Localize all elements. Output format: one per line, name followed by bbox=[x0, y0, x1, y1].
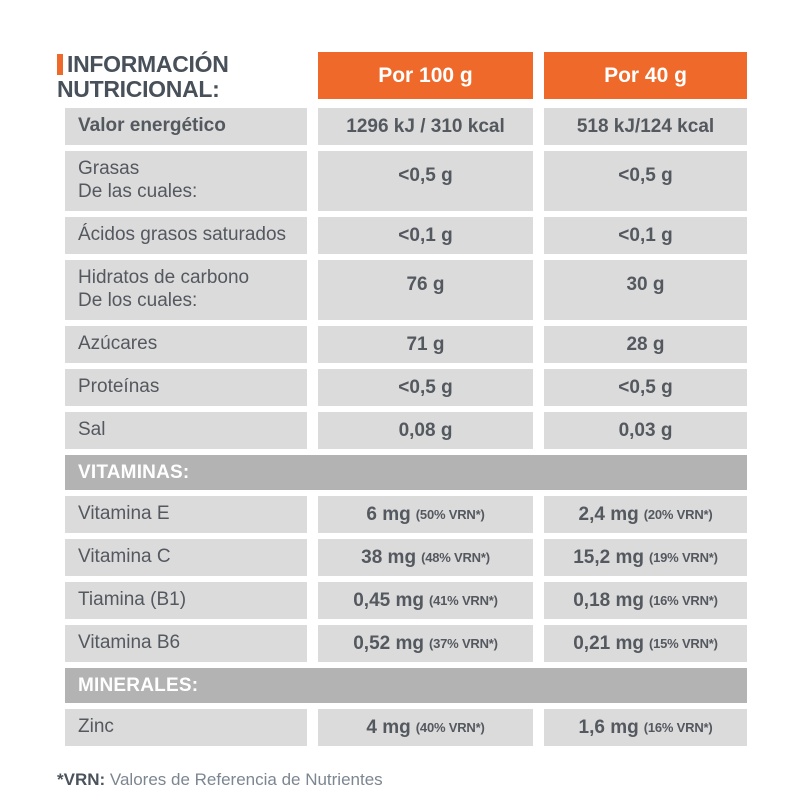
accent-bar bbox=[57, 54, 63, 75]
value-per-100g: 71 g bbox=[318, 326, 533, 363]
header-row: INFORMACIÓN NUTRICIONAL: Por 100 g Por 4… bbox=[57, 52, 747, 102]
section-header-vitaminas: VITAMINAS: bbox=[65, 455, 747, 490]
footnote-term: *VRN: bbox=[57, 770, 106, 789]
table-row: Proteínas <0,5 g <0,5 g bbox=[65, 369, 747, 406]
value-per-100g: 4 mg (40% VRN*) bbox=[318, 709, 533, 746]
value-per-40g: 28 g bbox=[544, 326, 747, 363]
table-row: Grasas De las cuales: <0,5 g <0,5 g bbox=[65, 151, 747, 211]
row-label: Grasas De las cuales: bbox=[65, 151, 307, 211]
table-row: Azúcares 71 g 28 g bbox=[65, 326, 747, 363]
table-row: Valor energético 1296 kJ / 310 kcal 518 … bbox=[65, 108, 747, 145]
value-per-100g: 0,52 mg (37% VRN*) bbox=[318, 625, 533, 662]
table-row: Vitamina E 6 mg (50% VRN*) 2,4 mg (20% VRN… bbox=[65, 496, 747, 533]
footnote-text: Valores de Referencia de Nutrientes bbox=[105, 770, 383, 789]
section-header-minerales: MINERALES: bbox=[65, 668, 747, 703]
table-row: Zinc 4 mg (40% VRN*) 1,6 mg (16% VRN*) bbox=[65, 709, 747, 746]
value-per-100g: <0,5 g bbox=[318, 369, 533, 406]
row-label: Proteínas bbox=[65, 369, 307, 406]
value-per-100g: 0,08 g bbox=[318, 412, 533, 449]
value-per-100g: <0,5 g bbox=[318, 151, 533, 211]
row-label: Vitamina C bbox=[65, 539, 307, 576]
value-per-100g: 38 mg (48% VRN*) bbox=[318, 539, 533, 576]
value-per-40g: 30 g bbox=[544, 260, 747, 320]
row-label: Hidratos de carbono De los cuales: bbox=[65, 260, 307, 320]
table-row: Ácidos grasos saturados <0,1 g <0,1 g bbox=[65, 217, 747, 254]
value-per-40g: 2,4 mg (20% VRN*) bbox=[544, 496, 747, 533]
row-label: Valor energético bbox=[65, 108, 307, 145]
value-per-40g: 1,6 mg (16% VRN*) bbox=[544, 709, 747, 746]
section-title: VITAMINAS: bbox=[65, 455, 747, 490]
row-label: Zinc bbox=[65, 709, 307, 746]
value-per-100g: <0,1 g bbox=[318, 217, 533, 254]
value-per-100g: 1296 kJ / 310 kcal bbox=[318, 108, 533, 145]
value-per-100g: 6 mg (50% VRN*) bbox=[318, 496, 533, 533]
table-row: Vitamina C 38 mg (48% VRN*) 15,2 mg (19% V… bbox=[65, 539, 747, 576]
value-per-40g: 0,18 mg (16% VRN*) bbox=[544, 582, 747, 619]
title-line1: INFORMACIÓN bbox=[67, 51, 229, 77]
table-row: Hidratos de carbono De los cuales: 76 g 3… bbox=[65, 260, 747, 320]
value-per-40g: <0,5 g bbox=[544, 151, 747, 211]
row-label: Vitamina B6 bbox=[65, 625, 307, 662]
value-per-40g: 0,03 g bbox=[544, 412, 747, 449]
table-row: Tiamina (B1) 0,45 mg (41% VRN*) 0,18 mg (1… bbox=[65, 582, 747, 619]
value-per-40g: 0,21 mg (15% VRN*) bbox=[544, 625, 747, 662]
value-per-100g: 76 g bbox=[318, 260, 533, 320]
table-row: Sal 0,08 g 0,03 g bbox=[65, 412, 747, 449]
row-label: Tiamina (B1) bbox=[65, 582, 307, 619]
table-row: Vitamina B6 0,52 mg (37% VRN*) 0,21 mg (15… bbox=[65, 625, 747, 662]
column-header-per-40g: Por 40 g bbox=[544, 52, 747, 99]
row-label: Sal bbox=[65, 412, 307, 449]
footnote: *VRN: Valores de Referencia de Nutriente… bbox=[57, 770, 747, 790]
row-label: Vitamina E bbox=[65, 496, 307, 533]
row-label: Ácidos grasos saturados bbox=[65, 217, 307, 254]
title-line2: NUTRICIONAL: bbox=[57, 76, 220, 102]
value-per-40g: 518 kJ/124 kcal bbox=[544, 108, 747, 145]
section-title: MINERALES: bbox=[65, 668, 747, 703]
column-header-per-100g: Por 100 g bbox=[318, 52, 533, 99]
row-label: Azúcares bbox=[65, 326, 307, 363]
value-per-100g: 0,45 mg (41% VRN*) bbox=[318, 582, 533, 619]
value-per-40g: <0,1 g bbox=[544, 217, 747, 254]
value-per-40g: 15,2 mg (19% VRN*) bbox=[544, 539, 747, 576]
page-title: INFORMACIÓN NUTRICIONAL: bbox=[57, 52, 307, 102]
value-per-40g: <0,5 g bbox=[544, 369, 747, 406]
